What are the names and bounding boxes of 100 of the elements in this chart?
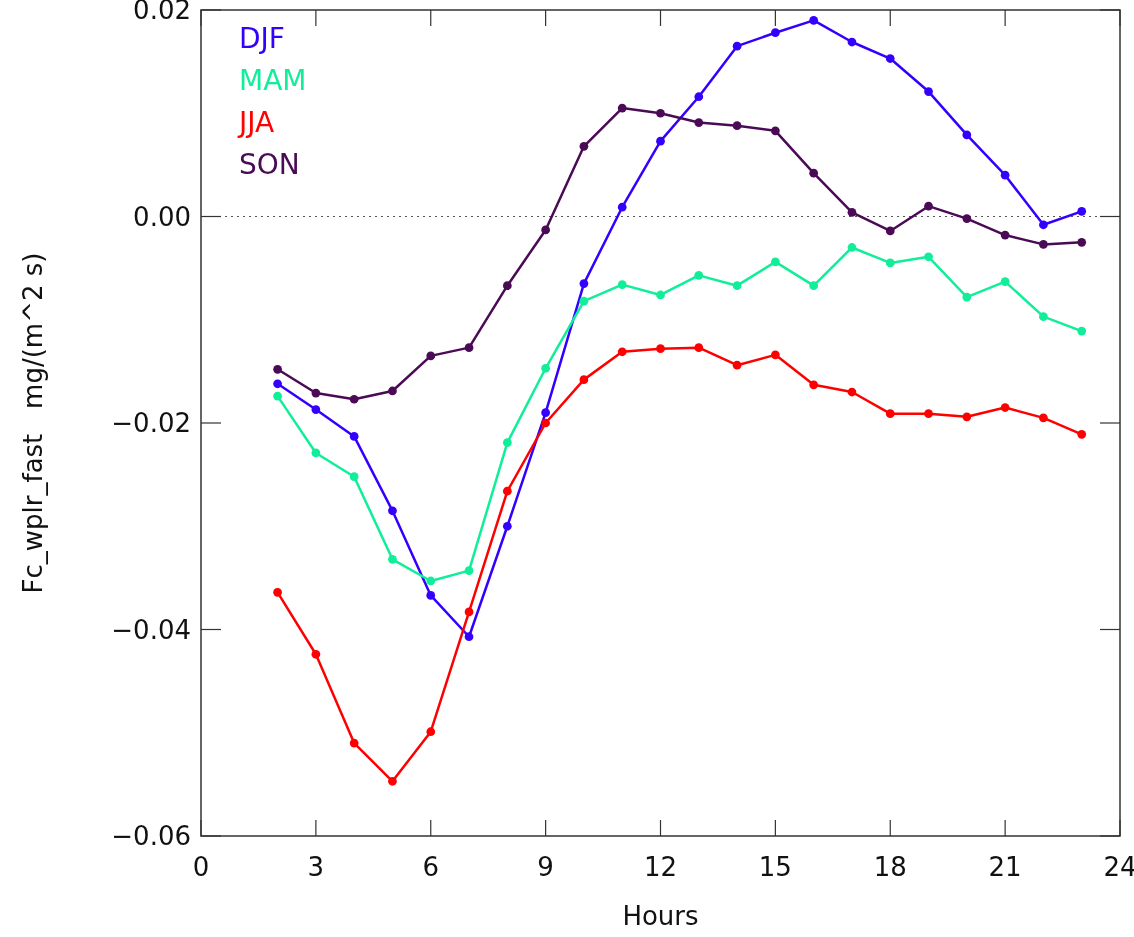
y-tick-label: −0.02 (111, 408, 191, 438)
point (541, 225, 550, 235)
x-tick-label: 21 (988, 852, 1022, 882)
point (464, 343, 474, 352)
x-tick-label: 9 (537, 852, 554, 882)
point (847, 208, 857, 217)
point (924, 201, 933, 211)
point (885, 258, 895, 268)
point (809, 281, 819, 291)
point (1039, 413, 1048, 423)
point (426, 727, 436, 737)
point (656, 344, 665, 354)
point (1077, 206, 1087, 216)
point (388, 554, 397, 564)
point (311, 448, 321, 458)
point (962, 412, 972, 422)
point (426, 351, 436, 361)
point (771, 350, 780, 360)
point (273, 587, 282, 597)
point (732, 281, 742, 291)
x-tick-label: 18 (873, 852, 907, 882)
point (464, 566, 474, 576)
point (579, 375, 589, 384)
point (732, 41, 742, 51)
point (847, 37, 857, 47)
text: SON (239, 148, 300, 181)
point (771, 257, 780, 267)
point (388, 386, 397, 396)
point (847, 243, 857, 252)
point (771, 28, 780, 38)
point (349, 432, 359, 441)
point (1077, 237, 1087, 247)
point (809, 15, 819, 25)
point (732, 360, 742, 370)
point (962, 130, 972, 140)
y-tick-label: −0.06 (111, 821, 191, 851)
point (962, 292, 972, 302)
point (694, 118, 704, 127)
point (502, 281, 512, 291)
point (273, 391, 282, 401)
point (1000, 403, 1010, 412)
point (809, 168, 819, 178)
point (847, 387, 857, 397)
point (579, 141, 589, 151)
point (656, 136, 665, 146)
text: JJA (237, 106, 275, 139)
point (617, 202, 627, 212)
point (962, 214, 972, 223)
point (541, 418, 550, 428)
x-tick-label: 15 (758, 852, 792, 882)
point (541, 408, 550, 418)
x-tick-label: 12 (643, 852, 678, 882)
x-tick-label: 0 (192, 852, 210, 882)
point (1077, 430, 1087, 439)
point (1039, 240, 1048, 249)
point (1000, 230, 1010, 240)
point (1039, 312, 1048, 322)
point (1039, 220, 1048, 230)
text: DJF (239, 22, 285, 55)
y-tick-label: 0.02 (133, 0, 191, 25)
point (694, 92, 704, 102)
point (694, 343, 704, 352)
point (541, 363, 550, 373)
point (617, 103, 627, 113)
point (885, 226, 895, 236)
point (311, 649, 321, 659)
point (1077, 326, 1087, 336)
point (579, 279, 589, 288)
point (656, 108, 665, 118)
point (502, 438, 512, 447)
point (924, 252, 933, 262)
point (924, 87, 933, 96)
point (1000, 277, 1010, 286)
point (617, 347, 627, 357)
point (924, 409, 933, 419)
point (656, 290, 665, 300)
point (349, 738, 359, 748)
x-tick-label: 3 (307, 852, 325, 882)
point (273, 364, 282, 374)
point (311, 388, 321, 398)
point (349, 394, 359, 404)
point (311, 405, 321, 414)
point (464, 632, 474, 642)
x-axis-title: Hours (622, 901, 699, 931)
point (426, 576, 436, 586)
x-tick-label: 6 (422, 852, 440, 882)
point (771, 126, 780, 136)
point (885, 409, 895, 419)
point (809, 380, 819, 390)
point (694, 270, 704, 280)
y-tick-label: 0.00 (133, 201, 191, 232)
point (388, 776, 397, 786)
y-axis-title: Fc_wplr_fast mg/(m^2 s) (18, 252, 48, 594)
point (579, 296, 589, 306)
point (885, 54, 895, 63)
point (349, 472, 359, 482)
text: MAM (239, 64, 307, 97)
point (1000, 170, 1010, 180)
point (273, 379, 282, 389)
y-tick-label: −0.04 (111, 614, 191, 645)
